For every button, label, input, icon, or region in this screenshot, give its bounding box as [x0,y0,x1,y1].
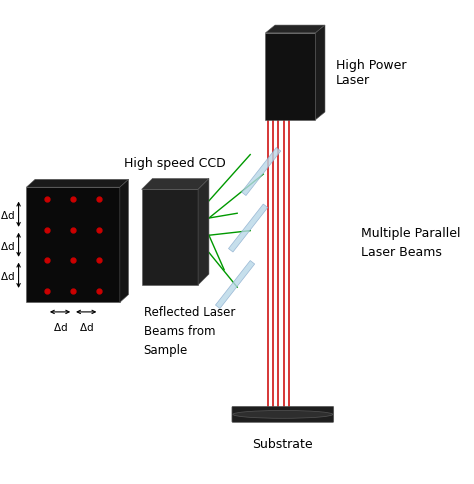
Polygon shape [315,26,325,121]
Polygon shape [120,180,128,302]
Text: $\Delta$d: $\Delta$d [0,270,15,282]
Bar [142,190,198,286]
Text: Substrate: Substrate [253,437,313,450]
Polygon shape [142,179,209,190]
Text: Multiple Parallel
Laser Beams: Multiple Parallel Laser Beams [361,226,461,258]
Ellipse shape [233,410,333,419]
Text: Reflected Laser
Beams from
Sample: Reflected Laser Beams from Sample [144,305,235,356]
Polygon shape [242,148,281,196]
Text: $\Delta$d: $\Delta$d [0,209,15,221]
Bar [27,188,120,302]
Polygon shape [265,26,325,34]
Text: High Power
Laser: High Power Laser [336,59,406,87]
Text: $\Delta$d: $\Delta$d [79,320,94,332]
Polygon shape [228,205,268,253]
Text: $\Delta$d: $\Delta$d [0,239,15,251]
FancyBboxPatch shape [232,407,334,423]
Polygon shape [27,180,128,188]
Bar [265,34,315,121]
Polygon shape [198,179,209,286]
Text: $\Delta$d: $\Delta$d [53,320,67,332]
Text: High speed CCD: High speed CCD [124,157,226,169]
Polygon shape [216,261,255,309]
